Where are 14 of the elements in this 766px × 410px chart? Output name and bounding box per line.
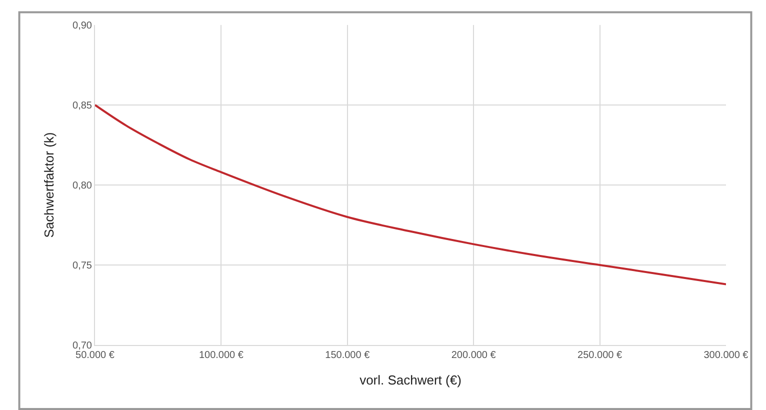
x-tick-label: 100.000 € [198,350,244,361]
y-tick-label: 0,80 [72,180,92,192]
x-tick-label: 300.000 € [704,350,749,361]
x-axis-title: vorl. Sachwert (€) [360,372,462,388]
x-tick-label: 200.000 € [451,350,496,361]
y-axis-title: Sachwertfaktor (k) [41,132,56,238]
x-tick-label: 50.000 € [76,350,115,361]
x-tick-label: 150.000 € [325,350,370,361]
y-tick-label: 0,90 [72,20,92,32]
line-series [95,104,726,286]
x-tick-label: 250.000 € [578,350,622,361]
y-tick-label: 0,85 [72,100,92,112]
y-tick-label: 0,75 [72,260,92,272]
y-tick-label: 0,70 [72,340,92,352]
